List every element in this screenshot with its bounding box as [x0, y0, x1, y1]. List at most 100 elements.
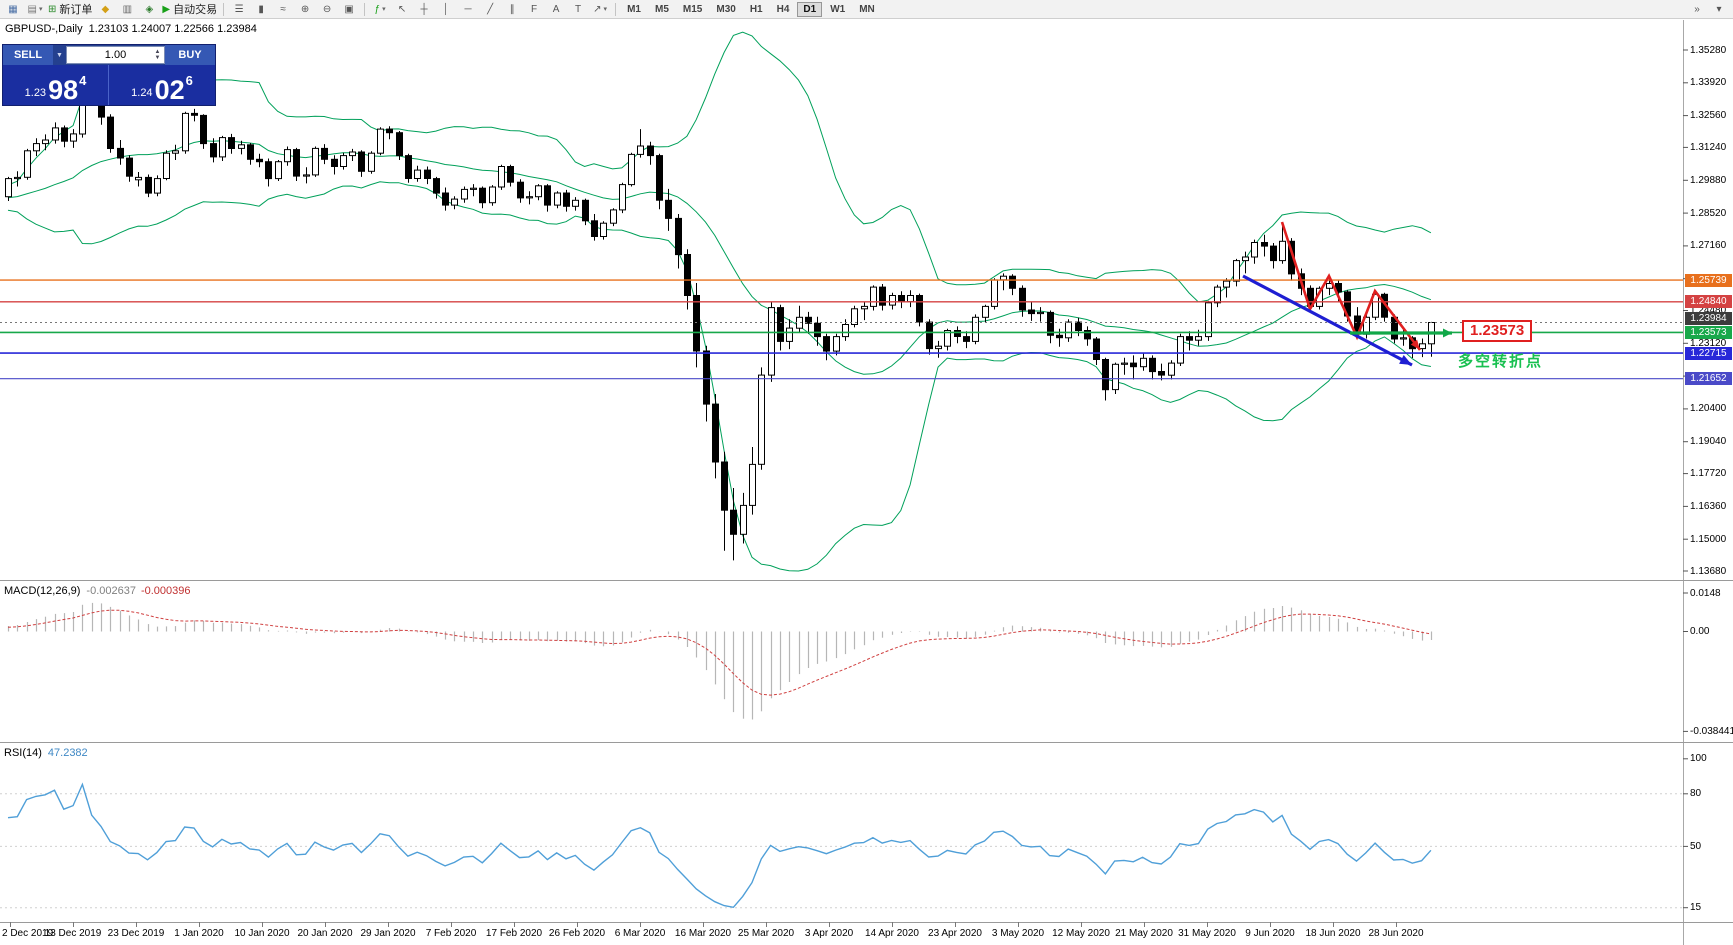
- horizontal-line-button[interactable]: ─: [458, 0, 478, 18]
- date-label: 3 Apr 2020: [804, 928, 854, 939]
- price-label-1.21652[interactable]: 1.21652: [1685, 372, 1732, 386]
- timeframe-button-M1[interactable]: M1: [627, 3, 641, 15]
- tile-windows-button[interactable]: ▣: [339, 0, 359, 18]
- candlestick-button[interactable]: ▮: [251, 0, 271, 18]
- autotrading-button-label: 自动交易: [173, 4, 218, 16]
- price-tick: 1.17720: [1690, 468, 1727, 480]
- zoom-in-button[interactable]: ⊕: [295, 0, 315, 18]
- candlestick-icon: ▮: [258, 3, 264, 15]
- timeframe-button-D1[interactable]: D1: [797, 1, 823, 17]
- channel-icon: ∥: [509, 3, 515, 15]
- price-label-1.23573[interactable]: 1.23573: [1685, 325, 1732, 339]
- date-label: 16 Mar 2020: [674, 928, 732, 939]
- timeframe-button-H4[interactable]: H4: [776, 3, 790, 15]
- bid-head: 1.23: [24, 87, 47, 99]
- rsi-indicator-label: RSI(14) 47.2382: [4, 747, 88, 759]
- horizontal-line-icon: ─: [464, 3, 472, 15]
- price-label-1.24840[interactable]: 1.24840: [1685, 295, 1732, 309]
- ohlc-bars-icon: ☰: [234, 3, 244, 15]
- date-label: 21 May 2020: [1115, 928, 1173, 939]
- vertical-line-button[interactable]: │: [436, 0, 456, 18]
- rsi-scale-label: 80: [1690, 788, 1702, 800]
- new-chart-icon: ▦: [8, 3, 18, 15]
- price-tick: 1.23120: [1690, 337, 1727, 349]
- arrows-button-dropdown-icon: ▾: [603, 6, 608, 13]
- date-label: 23 Apr 2020: [928, 928, 982, 939]
- price-callout[interactable]: 1.23573: [1462, 320, 1533, 342]
- turning-point-label[interactable]: 多空转折点: [1458, 353, 1544, 370]
- ask-head: 1.24: [131, 87, 153, 99]
- trendline-icon: ╱: [487, 3, 494, 15]
- volume-input[interactable]: 1.00 ▲ ▼: [66, 46, 165, 64]
- new-order-button-label: 新订单: [59, 4, 93, 16]
- timeframe-button-M15[interactable]: M15: [682, 3, 703, 15]
- date-label: 7 Feb 2020: [425, 928, 477, 939]
- timeframe-button-M30[interactable]: M30: [716, 3, 736, 15]
- date-label: 26 Feb 2020: [548, 928, 606, 939]
- text-label-button[interactable]: T: [568, 0, 588, 18]
- bid-big: 98: [48, 74, 79, 105]
- text-button[interactable]: A: [546, 0, 566, 18]
- trendline-button[interactable]: ╱: [480, 0, 500, 18]
- zigzag-annotation[interactable]: [1280, 221, 1422, 351]
- timeframe-button-M5[interactable]: M5: [655, 3, 669, 15]
- chart-window-title: GBPUSD-,Daily 1.23103 1.24007 1.22566 1.2…: [5, 23, 257, 35]
- date-label: 9 Jun 2020: [1245, 928, 1295, 939]
- rsi-title: RSI(14): [4, 747, 42, 759]
- price-tick: 1.24480: [1690, 305, 1727, 316]
- trend-arrow-annotation[interactable]: [1242, 274, 1413, 367]
- buy-button[interactable]: BUY: [165, 45, 215, 65]
- volume-dropdown-icon[interactable]: ▼: [56, 51, 63, 59]
- crosshair-button[interactable]: ┼: [414, 0, 434, 18]
- toolbar-menu-button[interactable]: ▾: [1716, 3, 1722, 15]
- new-chart-button[interactable]: ▦: [3, 0, 23, 18]
- autotrading-button[interactable]: ▶ 自动交易: [161, 0, 218, 18]
- price-tick: 1.20400: [1690, 403, 1727, 415]
- timeframe-button-W1[interactable]: W1: [830, 3, 846, 15]
- cursor-button[interactable]: ↖: [392, 0, 412, 18]
- candles: [5, 53, 1435, 561]
- fibonacci-button[interactable]: F: [524, 0, 544, 18]
- price-label-1.25739[interactable]: 1.25739: [1685, 273, 1732, 287]
- channel-button[interactable]: ∥: [502, 0, 522, 18]
- volume-spinner[interactable]: ▲ ▼: [154, 49, 161, 61]
- date-label: 18 Jun 2020: [1305, 928, 1361, 939]
- data-window-button[interactable]: ▥: [117, 0, 137, 18]
- date-label: 3 May 2020: [991, 928, 1045, 939]
- profiles-button[interactable]: ▤ ▾: [25, 0, 45, 18]
- timeframe-button-H1[interactable]: H1: [749, 3, 763, 15]
- toolbar-overflow-button[interactable]: »: [1694, 3, 1700, 15]
- rsi-value: 47.2382: [47, 747, 88, 759]
- ask-price-display[interactable]: 1.24 02 6: [109, 65, 215, 105]
- navigator-button[interactable]: ◈: [139, 0, 159, 18]
- timeframe-button-MN[interactable]: MN: [859, 3, 875, 15]
- profiles-icon: ▤: [27, 3, 37, 15]
- price-tick: 1.31240: [1690, 141, 1727, 153]
- text-icon: A: [552, 3, 560, 15]
- arrows-icon: ↗: [593, 3, 602, 15]
- line-chart-button[interactable]: ≈: [273, 0, 293, 18]
- ask-sup: 6: [185, 73, 193, 88]
- price-label-1.23984[interactable]: 1.23984: [1685, 311, 1732, 325]
- bid-price-display[interactable]: 1.23 98 4: [3, 65, 109, 105]
- toolbar-separator: [364, 2, 366, 16]
- ohlc-bars-button[interactable]: ☰: [229, 0, 249, 18]
- date-label: 13 Dec 2019: [44, 928, 102, 939]
- price-tick: 1.16360: [1690, 500, 1727, 512]
- text-label-icon: T: [575, 3, 582, 15]
- new-order-icon: ⊞: [48, 3, 57, 15]
- navigator-icon: ◈: [145, 3, 154, 15]
- sell-button[interactable]: SELL: [3, 45, 53, 65]
- price-tick: 1.35280: [1690, 44, 1727, 56]
- date-label: 6 Mar 2020: [614, 928, 666, 939]
- market-watch-button[interactable]: ◆: [95, 0, 115, 18]
- zoom-out-button[interactable]: ⊖: [317, 0, 337, 18]
- arrows-button[interactable]: ↗ ▾: [590, 0, 610, 18]
- indicators-button[interactable]: ƒ ▾: [370, 0, 390, 18]
- price-label-1.22715[interactable]: 1.22715: [1685, 346, 1732, 360]
- autotrading-icon: ▶: [162, 3, 171, 15]
- new-order-button[interactable]: ⊞ 新订单: [47, 0, 93, 18]
- crosshair-icon: ┼: [420, 3, 428, 15]
- profiles-button-dropdown-icon: ▾: [38, 6, 43, 13]
